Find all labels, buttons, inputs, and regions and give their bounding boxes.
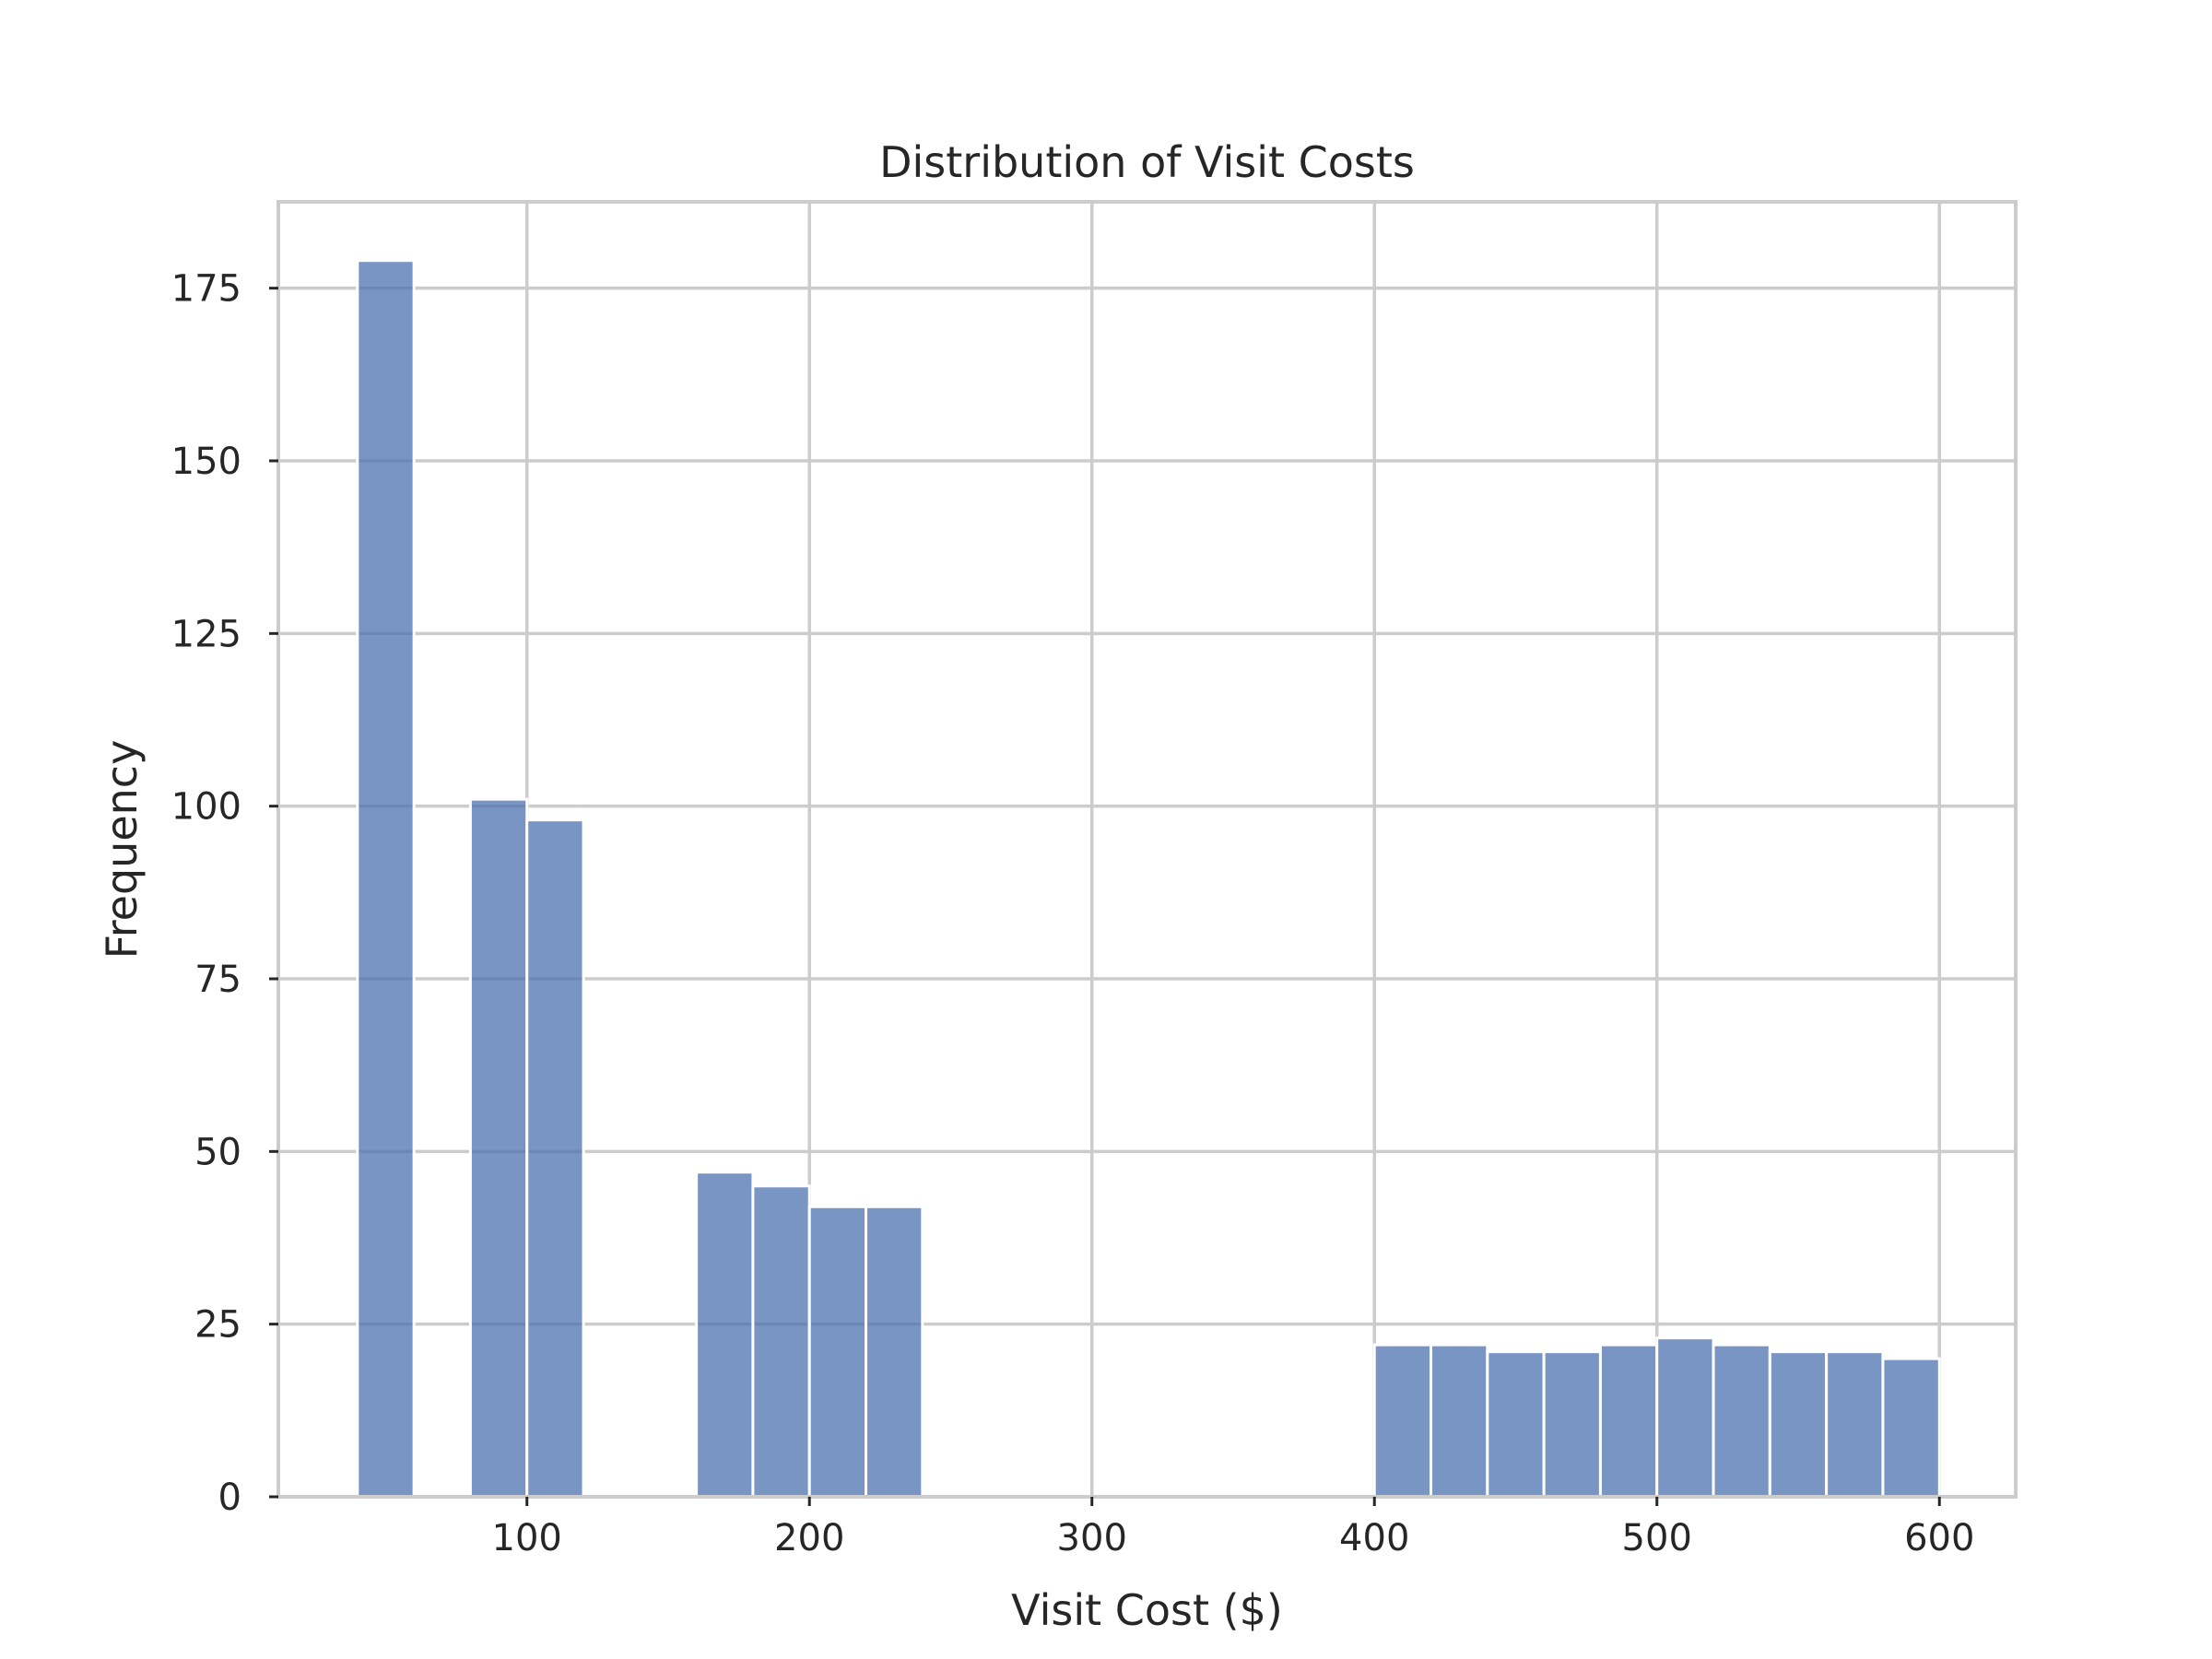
histogram-bar [807, 1205, 868, 1499]
y-tick-label: 0 [218, 1477, 241, 1519]
y-tick-label: 50 [194, 1131, 241, 1173]
histogram-bar [1881, 1357, 1941, 1499]
histogram-bar [865, 1205, 924, 1499]
grid-lines [278, 202, 2016, 1499]
x-tick-label: 200 [774, 1517, 844, 1559]
x-tick-label: 600 [1904, 1517, 1974, 1559]
x-tick-label: 400 [1339, 1517, 1409, 1559]
x-tick-label: 500 [1622, 1517, 1692, 1559]
plot-frame [276, 200, 2018, 1499]
histogram-bar [525, 818, 585, 1499]
histogram-bar [695, 1171, 755, 1499]
x-tick-label: 300 [1057, 1517, 1127, 1559]
chart-title: Distribution of Visit Costs [879, 137, 1415, 187]
histogram-bar [1655, 1336, 1715, 1499]
y-tick-label: 75 [194, 959, 241, 1001]
histogram-bar [1430, 1343, 1489, 1499]
histogram-bar [1598, 1343, 1659, 1499]
y-tick-label: 175 [171, 268, 241, 311]
x-axis-label: Visit Cost ($) [1011, 1585, 1283, 1635]
histogram-bar [1712, 1343, 1771, 1499]
axis-ticks: 100 200 300 400 500 600 0 25 50 75 100 125 150 175 [171, 268, 1975, 1559]
histogram-bar [1542, 1350, 1602, 1499]
histogram-bar [1486, 1350, 1546, 1499]
y-tick-label: 125 [171, 613, 241, 655]
x-tick-label: 100 [492, 1517, 562, 1559]
histogram-bars [356, 259, 1941, 1499]
histogram-bar [468, 797, 529, 1499]
y-tick-label: 100 [171, 786, 241, 829]
histogram-bar [751, 1184, 811, 1499]
histogram-bar [1372, 1343, 1433, 1499]
y-tick-label: 150 [171, 441, 241, 483]
histogram-bar [356, 259, 416, 1499]
histogram-bar [1768, 1350, 1829, 1499]
histogram-bar [1825, 1350, 1885, 1499]
y-tick-label: 25 [194, 1304, 241, 1347]
y-axis-label: Frequency [97, 740, 147, 959]
